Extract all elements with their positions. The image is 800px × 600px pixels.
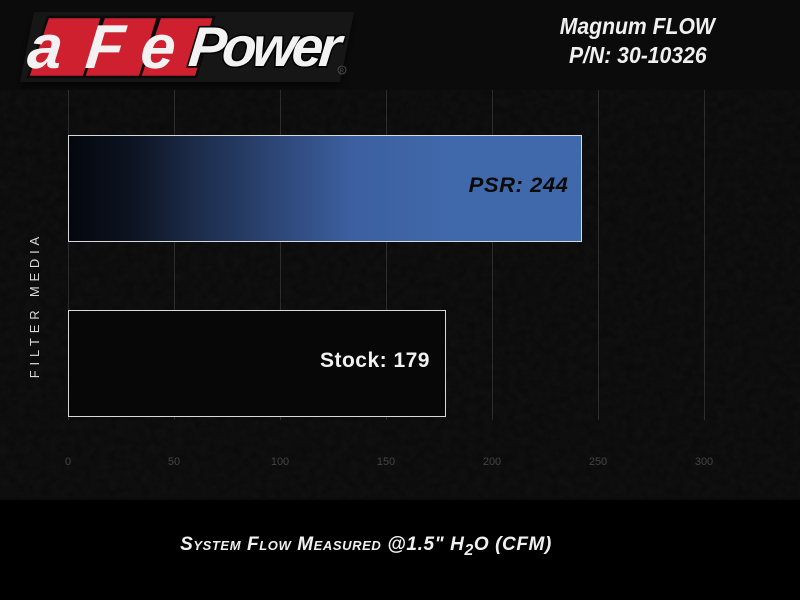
svg-text:Power: Power — [186, 15, 348, 78]
svg-text:R: R — [340, 69, 344, 75]
